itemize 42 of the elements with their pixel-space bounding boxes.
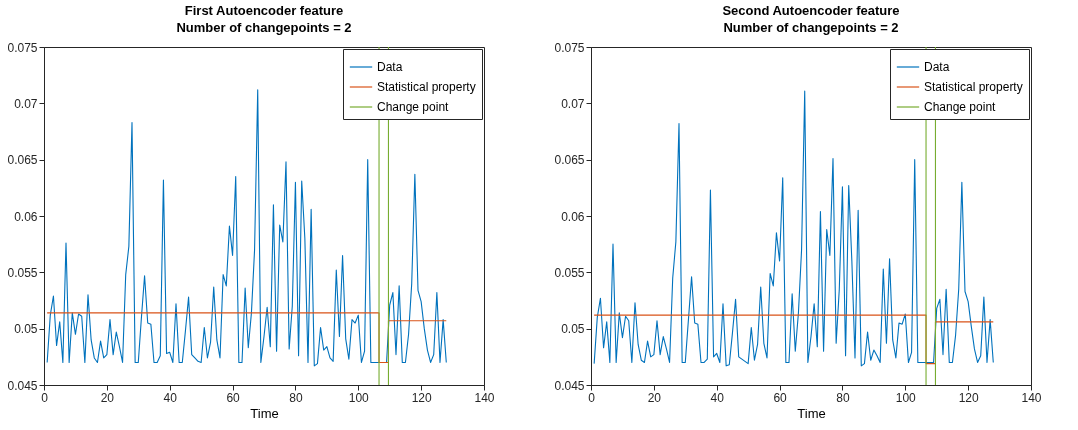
legend-label: Statistical property [924,80,1023,94]
y-tick-label: 0.06 [14,209,38,224]
chart-subtitle: Number of changepoints = 2 [176,20,352,35]
x-tick-label: 80 [289,390,303,405]
y-tick-label: 0.075 [7,40,38,55]
y-tick-label: 0.05 [14,322,38,337]
x-tick-label: 120 [411,390,432,405]
y-tick-label: 0.045 [7,378,38,393]
y-tick-label: 0.07 [14,96,38,111]
y-tick-label: 0.055 [7,265,38,280]
x-tick-label: 0 [588,390,596,405]
x-axis-title: Time [250,405,279,421]
y-tick-label: 0.05 [561,322,585,337]
x-tick-label: 40 [710,390,725,405]
x-tick-label: 20 [100,390,115,405]
y-tick-label: 0.075 [554,40,585,55]
legend-label: Data [924,60,950,74]
x-tick-label: 140 [474,390,495,405]
x-tick-label: 0 [41,390,49,405]
legend-label: Change point [377,100,450,114]
x-tick-label: 80 [836,390,850,405]
x-tick-label: 100 [348,390,370,405]
chart-subtitle: Number of changepoints = 2 [723,20,899,35]
legend-label: Change point [924,100,997,114]
x-tick-label: 100 [895,390,917,405]
chart-title: First Autoencoder feature [184,3,344,18]
legend-label: Statistical property [377,80,476,94]
x-tick-label: 20 [647,390,662,405]
x-tick-label: 140 [1021,390,1042,405]
y-tick-label: 0.07 [561,96,585,111]
y-tick-label: 0.045 [554,378,585,393]
chart-title: Second Autoencoder feature [722,3,900,18]
y-tick-label: 0.055 [554,265,585,280]
x-tick-label: 60 [226,390,241,405]
x-axis-title: Time [797,405,826,421]
y-tick-label: 0.065 [7,153,38,168]
x-tick-label: 60 [773,390,788,405]
legend-label: Data [377,60,403,74]
x-tick-label: 40 [163,390,178,405]
y-tick-label: 0.065 [554,153,585,168]
x-tick-label: 120 [958,390,979,405]
y-tick-label: 0.06 [561,209,585,224]
